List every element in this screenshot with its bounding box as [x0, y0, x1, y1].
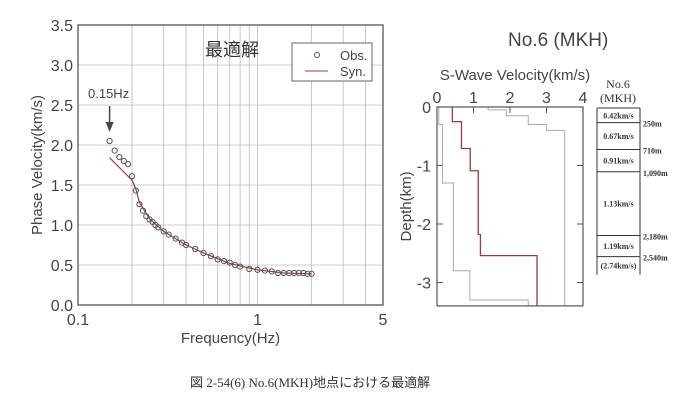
obs-data-point: [165, 231, 172, 238]
y-tick-label: 0: [422, 100, 431, 117]
syn-series-line: [109, 157, 312, 275]
layer-velocity: 1.19km/s: [603, 242, 633, 251]
lower-bound-profile-line: [438, 107, 529, 306]
x-tick-label: 0.1: [67, 312, 89, 329]
layer-depth-label: 710m: [643, 147, 662, 156]
obs-data-point: [308, 270, 315, 277]
y-tick-label: 2.0: [51, 138, 73, 155]
y-tick-label: -3: [417, 276, 431, 293]
obs-data-point: [214, 256, 221, 263]
obs-data-point: [160, 228, 167, 235]
layer-depth-label: 2,180m: [643, 233, 668, 242]
layer-depth-label: 250m: [643, 120, 662, 129]
layer-column: No.6(MKH) 0.42km/s 250m 0.67km/s 710m 0.91km/…: [596, 77, 668, 275]
obs-data-point: [237, 263, 244, 270]
legend-obs-label: Obs.: [340, 48, 367, 63]
obs-data-point: [116, 153, 123, 161]
plot-frame: [77, 24, 384, 306]
obs-data-point: [132, 187, 139, 194]
y-tick-label: 3.5: [51, 18, 73, 35]
column-subtitle: (MKH): [600, 91, 636, 105]
obs-data-point: [295, 269, 302, 277]
obs-data-point: [120, 157, 127, 165]
legend-box: [291, 42, 373, 82]
column-title: No.6: [606, 77, 630, 91]
annotation-label: 0.15Hz: [88, 86, 129, 101]
y-tick-label: -1: [417, 159, 431, 176]
layer-velocity: (2.74km/s): [601, 262, 637, 271]
obs-data-point: [207, 253, 215, 260]
obs-data-point: [172, 235, 179, 242]
x-tick-label: 4: [579, 90, 588, 107]
x-tick-label: 2: [506, 90, 515, 107]
obs-data-point: [111, 147, 118, 154]
upper-bound-profile-line: [487, 107, 566, 306]
obs-data-point: [139, 207, 147, 214]
figure-caption: 図 2-54(6) No.6(MKH)地点における最適解: [190, 375, 430, 390]
y-tick-label: 0.5: [51, 258, 73, 275]
obs-data-point: [128, 173, 136, 180]
obs-data-point: [220, 257, 228, 265]
obs-data-point: [246, 265, 253, 273]
arrow-down-icon: [105, 122, 114, 132]
x-tick-label: 1: [253, 312, 262, 329]
site-title: No.6 (MKH): [508, 30, 608, 51]
y-tick-label: 1.5: [51, 178, 73, 195]
y-tick-label: 0.0: [51, 298, 73, 315]
x-tick-label: 1: [469, 90, 478, 107]
obs-data-point: [182, 241, 190, 249]
obs-data-point: [124, 161, 132, 168]
obs-data-point: [274, 269, 282, 277]
obs-data-point: [155, 224, 162, 231]
y-tick-label: 2.5: [51, 98, 73, 115]
legend-obs-marker: [314, 52, 320, 58]
obs-data-point: [268, 268, 275, 275]
y-tick-label: 1.0: [51, 218, 73, 235]
x-tick-label: 5: [379, 312, 388, 329]
obs-data-point: [304, 270, 311, 277]
y-axis-label: Depth(km): [398, 171, 415, 241]
best-profile-line: [451, 107, 538, 306]
obs-data-point: [300, 269, 307, 277]
x-axis-label: Frequency(Hz): [181, 330, 280, 347]
obs-data-point: [143, 213, 150, 220]
x-tick-label: 0: [433, 90, 442, 107]
y-tick-label: 3.0: [51, 58, 73, 75]
legend-syn-label: Syn.: [340, 64, 366, 79]
y-axis-label: Phase Velocity(km/s): [29, 95, 46, 235]
x-tick-label: 3: [542, 90, 551, 107]
layer-velocity: 0.42km/s: [603, 111, 633, 120]
chart-title: 最適解: [205, 40, 259, 60]
obs-data-point: [200, 249, 207, 257]
layer-depth-label: 1,090m: [643, 169, 668, 178]
obs-data-point: [136, 201, 143, 208]
layer-velocity: 0.67km/s: [603, 132, 633, 141]
layer-velocity: 1.13km/s: [603, 200, 633, 209]
velocity-profile-chart: S-Wave Velocity(km/s) 0 1 2 3 4 0 -1 -2 -3 Depth(k…: [398, 67, 590, 307]
obs-data-point: [254, 266, 261, 273]
dispersion-chart: 0.0 0.5 1.0 1.5 2.0 2.5 3.0 3.5 0.1 1 5 Frequency(H…: [29, 18, 388, 347]
layer-depth-label: 2,540m: [643, 254, 668, 263]
obs-data-point: [192, 245, 199, 253]
layer-velocity: 0.91km/s: [603, 157, 633, 166]
obs-data-point: [106, 137, 113, 145]
obs-data-point: [261, 267, 269, 274]
y-tick-label: -2: [417, 217, 431, 234]
plot-frame: [436, 106, 584, 307]
chart-title: S-Wave Velocity(km/s): [440, 67, 590, 84]
obs-data-point: [226, 259, 233, 266]
